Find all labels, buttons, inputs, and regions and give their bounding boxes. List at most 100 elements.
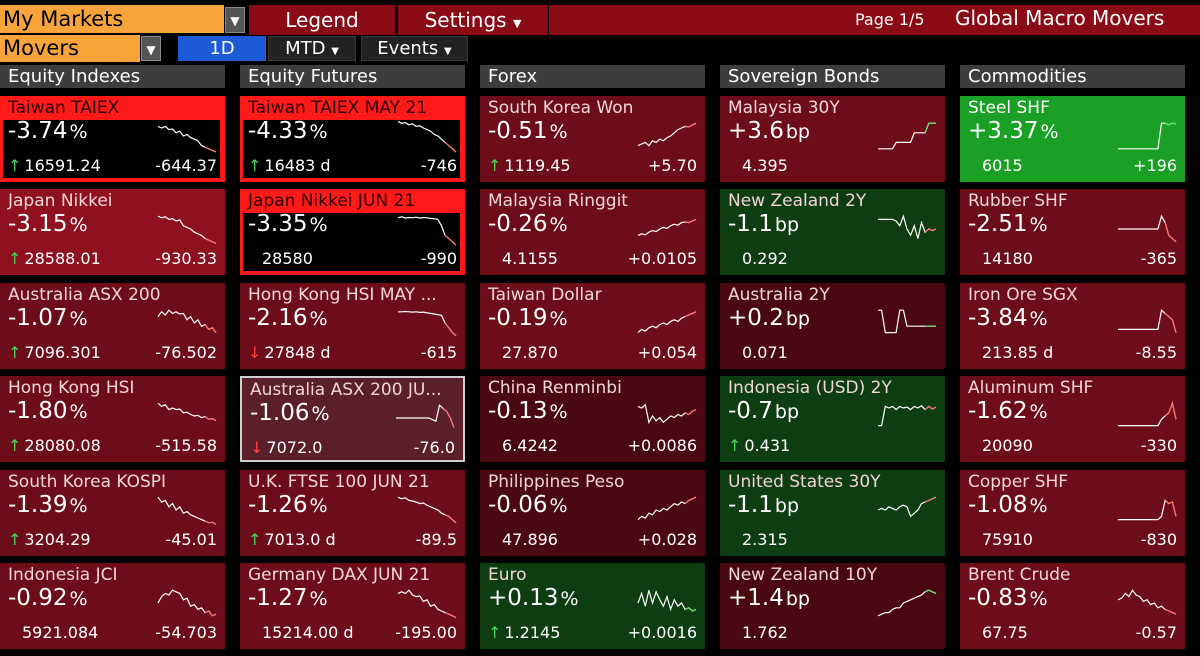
change-unit: % [69,121,88,143]
change-unit: % [549,121,568,143]
change-number: -1.26 [248,492,308,518]
net-change: -615 [420,343,457,362]
instrument-name: U.K. FTSE 100 JUN 21 [248,472,430,492]
sparkline-chart [878,214,937,239]
mover-tile[interactable]: South Korea Won -0.51% ↑ 1119.45 +5.70 [480,96,705,182]
mover-tile[interactable]: Malaysia Ringgit -0.26% 4.1155 +0.0105 [480,189,705,275]
column-header-4[interactable]: Commodities [960,65,1185,88]
mover-tile[interactable]: Taiwan TAIEX -3.74% ↑ 16591.24 -644.37 [0,96,225,182]
net-change: -76.502 [155,343,217,362]
instrument-name: Taiwan TAIEX [8,98,120,118]
mover-tile[interactable]: Brent Crude -0.83% 67.75 -0.57 [960,563,1185,649]
mover-tile[interactable]: Taiwan Dollar -0.19% 27.870 +0.054 [480,283,705,369]
mover-tile[interactable]: Aluminum SHF -1.62% 20090 -330 [960,376,1185,462]
instrument-name: South Korea KOSPI [8,472,167,492]
mover-tile[interactable]: Japan Nikkei -3.15% ↑ 28588.01 -930.33 [0,189,225,275]
last-price: 4.1155 [488,249,558,268]
sparkline-tail [204,324,217,333]
change-value: -3.35% [248,211,328,237]
mover-tile[interactable]: Australia 2Y +0.2 bp 0.071 [720,283,945,369]
change-number: +0.2 [728,305,784,331]
mtd-dropdown-icon: ▼ [331,46,339,57]
mover-tile[interactable]: Steel SHF +3.37% 6015 +196 [960,96,1185,182]
change-value: -0.19% [488,305,568,331]
change-number: -1.27 [248,585,308,611]
mover-tile[interactable]: Australia ASX 200 -1.07% ↑ 7096.301 -76.502 [0,283,225,369]
last-price-value: 1119.45 [504,156,571,175]
markets-dropdown-arrow-icon[interactable]: ▼ [225,7,245,33]
period-mtd-label: MTD [285,38,326,59]
last-price-value: 2.315 [742,530,788,549]
instrument-name: Euro [488,565,527,585]
events-dropdown-icon: ▼ [443,46,452,57]
change-unit: % [309,588,328,610]
change-number: -0.83 [968,585,1028,611]
column-header-0[interactable]: Equity Indexes [0,65,225,88]
instrument-name: Philippines Peso [488,472,625,492]
mover-tile[interactable]: Germany DAX JUN 21 -1.27% 15214.00 d -195.0… [240,563,465,649]
mover-tile[interactable]: Japan Nikkei JUN 21 -3.35% 28580 -990 [240,189,465,275]
sparkline-tail [924,496,937,503]
change-number: -2.51 [968,211,1028,237]
sparkline-tail [684,409,697,416]
change-number: -0.13 [488,398,548,424]
sparkline-path [157,309,217,333]
period-mtd-button[interactable]: MTD ▼ [268,36,356,61]
change-unit: % [549,214,568,236]
mover-tile[interactable]: United States 30Y -1.1 bp 2.315 [720,470,945,556]
sparkline-tail [924,122,936,134]
change-number: -3.84 [968,305,1028,331]
sparkline-chart [637,496,697,521]
last-price: ↑ 7096.301 [8,343,101,362]
mover-tile[interactable]: Hong Kong HSI -1.80% ↑ 28080.08 -515.58 [0,376,225,462]
column-header-2[interactable]: Forex [480,65,705,88]
events-button[interactable]: Events ▼ [361,36,468,61]
period-1d-button[interactable]: 1D [178,36,266,61]
legend-tab[interactable]: Legend [249,5,395,35]
sparkline-chart [157,215,217,244]
mover-tile[interactable]: Iron Ore SGX -3.84% 213.85 d -8.55 [960,283,1185,369]
last-price-value: 4.395 [742,156,788,175]
sparkline-chart [877,496,937,518]
change-value: -4.33% [248,118,328,144]
mover-tile[interactable]: Philippines Peso -0.06% 47.896 +0.028 [480,470,705,556]
mover-tile[interactable]: U.K. FTSE 100 JUN 21 -1.26% ↑ 7013.0 d -89.5 [240,470,465,556]
sparkline-chart [878,309,936,334]
sparkline-tail [924,405,937,411]
mover-tile[interactable]: Australia ASX 200 JU... -1.06% ↓ 7072.0 -76.… [240,376,465,462]
movers-dropdown[interactable]: Movers [0,35,140,62]
change-value: -1.07% [8,305,88,331]
instrument-name: Brent Crude [968,565,1071,585]
mover-tile[interactable]: Hong Kong HSI MAY ... -2.16% ↓ 27848 d -615 [240,283,465,369]
change-number: -0.7 [728,398,773,424]
change-unit: % [69,401,88,423]
last-price: 4.395 [728,156,788,175]
change-value: -3.15% [8,211,88,237]
mover-tile[interactable]: Copper SHF -1.08% 75910 -830 [960,470,1185,556]
settings-tab[interactable]: Settings ▼ [398,5,548,35]
mover-tile[interactable]: New Zealand 2Y -1.1 bp 0.292 [720,189,945,275]
mover-tile[interactable]: Indonesia JCI -0.92% 5921.084 -54.703 [0,563,225,649]
mover-tile[interactable]: Rubber SHF -2.51% 14180 -365 [960,189,1185,275]
sparkline-path [877,496,937,518]
sparkline-chart [637,590,697,612]
change-number: -3.15 [8,211,68,237]
mover-tile[interactable]: New Zealand 10Y +1.4 bp 1.762 [720,563,945,649]
sparkline-path [637,496,697,521]
mover-tile[interactable]: Malaysia 30Y +3.6 bp 4.395 [720,96,945,182]
change-unit: % [309,495,328,517]
mover-tile[interactable]: Indonesia (USD) 2Y -0.7 bp ↑ 0.431 [720,376,945,462]
mover-tile[interactable]: China Renminbi -0.13% 6.4242 +0.0086 [480,376,705,462]
markets-dropdown[interactable]: My Markets [0,5,224,33]
sparkline-tail [685,122,697,128]
mover-tile[interactable]: Taiwan TAIEX MAY 21 -4.33% ↑ 16483 d -746 [240,96,465,182]
column-header-1[interactable]: Equity Futures [240,65,465,88]
sparkline-chart [1118,122,1177,150]
last-price-value: 27.870 [502,343,558,362]
change-value: +0.13% [488,585,579,611]
settings-dropdown-icon: ▼ [512,17,522,30]
movers-dropdown-arrow-icon[interactable]: ▼ [141,36,161,61]
mover-tile[interactable]: Euro +0.13% ↑ 1.2145 +0.0016 [480,563,705,649]
mover-tile[interactable]: South Korea KOSPI -1.39% ↑ 3204.29 -45.01 [0,470,225,556]
column-header-3[interactable]: Sovereign Bonds [720,65,945,88]
